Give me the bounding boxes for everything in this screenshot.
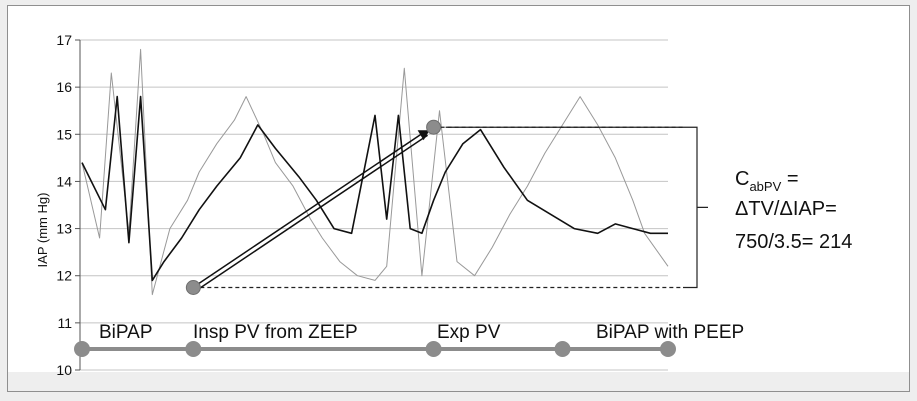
formula-line-1: CabPV = (735, 168, 799, 194)
formula-annotation: CabPV = ΔTV/ΔIAP= 750/3.5= 214 (735, 168, 852, 253)
phase-label-bipap: BiPAP (99, 322, 153, 343)
y-axis-title: IAP (mm Hg) (35, 193, 50, 268)
ytick-label-16: 16 (56, 79, 72, 95)
phase-label-bipap-peep: BiPAP with PEEP (596, 322, 744, 343)
panel-frame (7, 5, 910, 392)
ytick-label-13: 13 (56, 221, 72, 237)
series-line-raw (81, 48, 669, 296)
y-tick-labels: 10 11 12 13 14 15 16 17 (56, 32, 72, 378)
reference-lines (193, 126, 708, 290)
phase-label-exp-pv: Exp PV (437, 322, 501, 343)
ytick-label-14: 14 (56, 173, 72, 189)
delta-bracket (445, 126, 708, 289)
arrow-line-1 (196, 130, 427, 286)
key-point-2 (426, 119, 442, 135)
series-lines (81, 48, 669, 296)
ytick-label-11: 11 (57, 315, 72, 331)
phase-marker-3 (425, 341, 442, 357)
arrow-head (417, 130, 430, 141)
gridlines (75, 39, 668, 371)
series-line-smoothed (81, 95, 668, 282)
ytick-label-12: 12 (56, 268, 72, 284)
formula-line-2: ΔTV/ΔIAP= (735, 198, 837, 220)
ytick-label-15: 15 (56, 126, 72, 142)
phase-bar (74, 341, 676, 357)
key-points (185, 119, 442, 295)
phase-marker-4 (554, 341, 571, 357)
phase-marker-1 (74, 341, 90, 357)
ytick-label-17: 17 (56, 32, 72, 48)
phase-labels: BiPAP Insp PV from ZEEP Exp PV BiPAP wit… (99, 322, 744, 343)
phase-label-insp-pv: Insp PV from ZEEP (193, 322, 358, 343)
key-point-1 (185, 280, 201, 295)
phase-marker-2 (185, 341, 202, 357)
formula-line-3: 750/3.5= 214 (735, 231, 852, 253)
arrow-line-2 (198, 134, 429, 290)
ytick-label-10: 10 (56, 362, 72, 378)
phase-marker-5 (660, 341, 676, 357)
panel-bottom-strip (8, 372, 909, 391)
